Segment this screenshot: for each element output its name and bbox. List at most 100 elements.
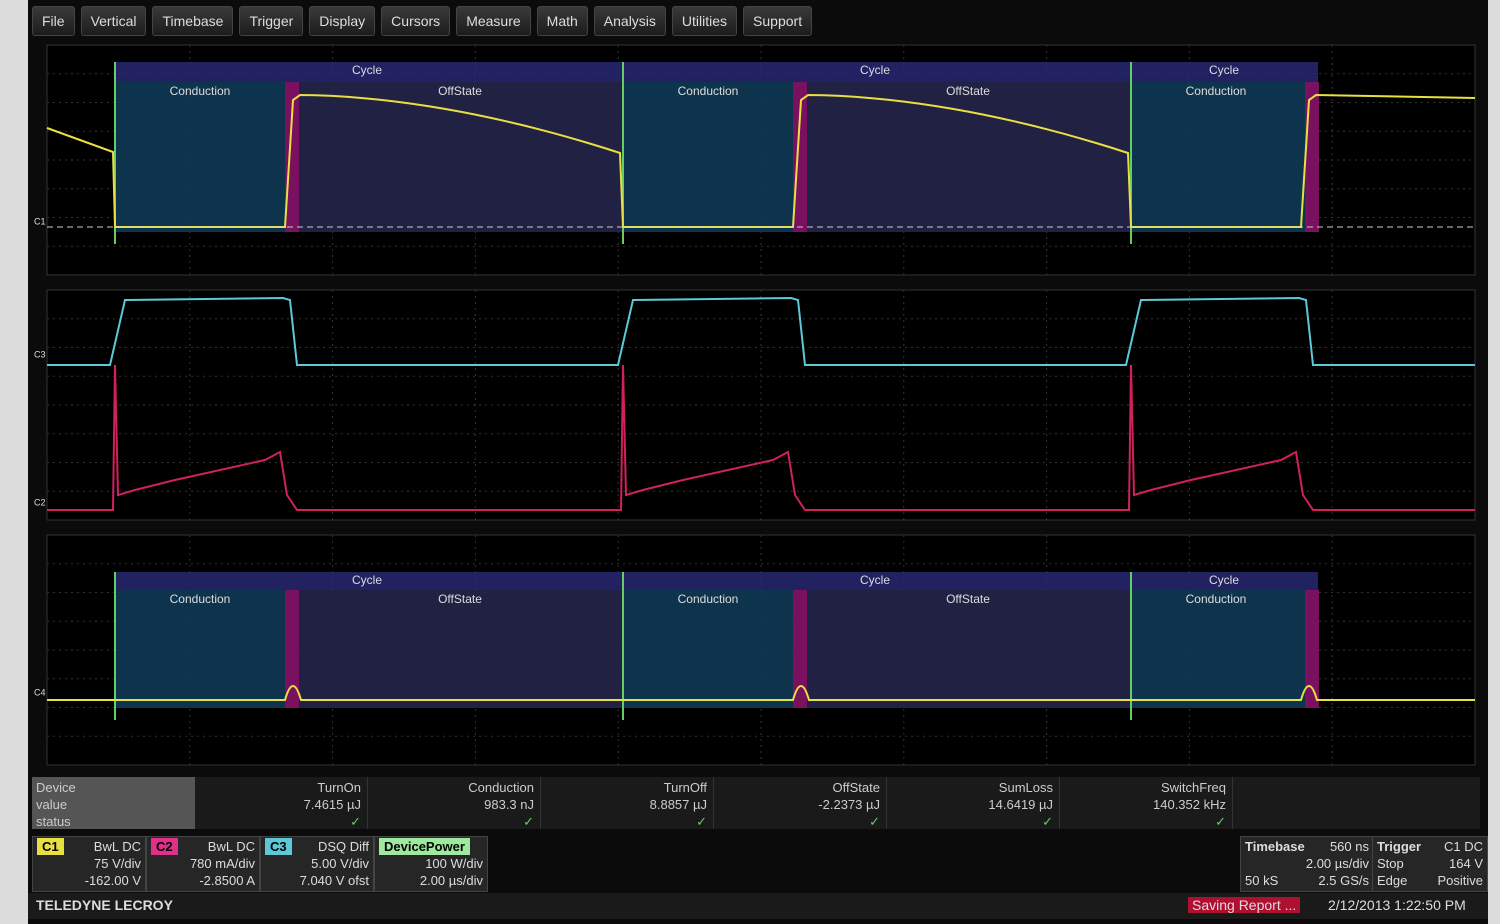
descriptor-row: C2 BwL DC (151, 838, 255, 855)
channel-marker: C2 (34, 497, 46, 507)
measurement-name: TurnOn (317, 780, 361, 795)
offset: 7.040 V ofst (299, 873, 369, 888)
zone-label: OffState (946, 592, 990, 606)
turnon-zone (285, 590, 299, 708)
zone-label: Cycle (1209, 63, 1239, 77)
offstate-zone (807, 590, 1131, 708)
cycle-band (115, 572, 623, 590)
conduction-zone (1131, 82, 1305, 232)
cycle-band (623, 572, 1131, 590)
oscilloscope: File Vertical Timebase Trigger Display Cursor… (28, 0, 1488, 924)
cycle-band (1131, 62, 1318, 82)
value: 2.00 µs/div (1305, 856, 1369, 871)
channel-tag: C2 (151, 838, 178, 855)
scale: 75 V/div (94, 856, 141, 871)
cycle-band (1131, 572, 1318, 590)
conduction-zone (623, 82, 793, 232)
measurement-column: Conduction 983.3 nJ ✓ (368, 777, 541, 829)
channel-marker: C3 (34, 349, 46, 359)
zone-label: Cycle (352, 573, 382, 587)
menu-button[interactable]: Trigger (239, 6, 304, 36)
measurement-column: OffState -2.2373 µJ ✓ (714, 777, 887, 829)
datetime: 2/12/2013 1:22:50 PM (1328, 897, 1466, 913)
offstate-zone (299, 82, 623, 232)
row-label: value (36, 797, 68, 812)
zone-label: Conduction (170, 84, 231, 98)
zone-label: Conduction (678, 592, 739, 606)
measurement-status: ✓ (523, 814, 534, 829)
measurement-value: 8.8857 µJ (649, 797, 707, 812)
value: C1 DC (1443, 839, 1483, 854)
conduction-zone (115, 590, 285, 708)
measurement-value: 983.3 nJ (484, 797, 534, 812)
brand: TELEDYNE LECROY (36, 897, 173, 913)
menu-button[interactable]: File (32, 6, 75, 36)
measurement-name: Conduction (468, 780, 534, 795)
menu-bar: File Vertical Timebase Trigger Display Cursor… (32, 6, 813, 36)
measurement-status: ✓ (350, 814, 361, 829)
turnon-zone (285, 82, 299, 232)
channel-marker: C1 (34, 216, 46, 226)
menu-button[interactable]: Display (309, 6, 376, 36)
scale: 780 mA/div (189, 856, 255, 871)
menu-button[interactable]: Analysis (593, 6, 666, 36)
channel-descriptor[interactable]: C1 BwL DC 75 V/div -162.00 V (32, 836, 146, 892)
offstate-zone (299, 590, 623, 708)
menu-button[interactable]: Timebase (152, 6, 234, 36)
scale: 5.00 V/div (311, 856, 369, 871)
channel-marker: C4 (34, 687, 46, 697)
offset: -2.8500 A (199, 873, 255, 888)
offset: -162.00 V (84, 873, 141, 888)
zone-label: Conduction (678, 84, 739, 98)
row-label: status (36, 814, 71, 829)
measurement-value: -2.2373 µJ (818, 797, 880, 812)
waveform-display: Cycle Cycle Cycle Conduction OffState Conduct… (34, 44, 1476, 766)
measurement-name: SwitchFreq (1160, 780, 1226, 795)
measurement-column: SumLoss 14.6419 µJ ✓ (887, 777, 1060, 829)
zone-label: Cycle (1209, 573, 1239, 587)
conduction-zone (623, 590, 793, 708)
menu-button[interactable]: Vertical (80, 6, 147, 36)
value: Edge (1377, 873, 1408, 888)
gate-trace (47, 296, 1475, 366)
measurement-status: ✓ (869, 814, 880, 829)
zone-label: Cycle (860, 573, 890, 587)
menu-button[interactable]: Measure (456, 6, 531, 36)
zone-label: Conduction (1186, 592, 1247, 606)
measurement-status: ✓ (696, 814, 707, 829)
value: 560 ns (1329, 839, 1369, 854)
channel-descriptor[interactable]: DevicePower 100 W/div 2.00 µs/div (374, 836, 488, 892)
zone-label: Conduction (170, 592, 231, 606)
value: 50 kS (1245, 873, 1279, 888)
measurement-value: 7.4615 µJ (303, 797, 361, 812)
value: Stop (1377, 856, 1404, 871)
descriptor-row: C1 BwL DC (37, 838, 141, 855)
menu-button[interactable]: Utilities (671, 6, 738, 36)
measurement-table: Device value status TurnOn 7.4615 µJ ✓ Cond… (32, 777, 1480, 829)
turnon-zone (793, 82, 807, 232)
channel-descriptor[interactable]: C2 BwL DC 780 mA/div -2.8500 A (146, 836, 260, 892)
channel-tag: C3 (265, 838, 292, 855)
measurement-name: TurnOff (663, 780, 707, 795)
status-bar: TELEDYNE LECROY Saving Report ... 2/12/2… (28, 893, 1488, 919)
zone-label: OffState (438, 592, 482, 606)
offset: 2.00 µs/div (419, 873, 483, 888)
measurement-column: TurnOff 8.8857 µJ ✓ (541, 777, 714, 829)
offstate-zone (807, 82, 1131, 232)
menu-button[interactable]: Support (743, 6, 813, 36)
measurement-column: TurnOn 7.4615 µJ ✓ (195, 777, 368, 829)
channel-tag: DevicePower (379, 838, 470, 855)
timebase-box[interactable]: Timebase 560 ns 2.00 µs/div 50 kS 2.5 GS/s (1240, 836, 1374, 892)
channel-descriptor[interactable]: C3 DSQ Diff 5.00 V/div 7.040 V ofst (260, 836, 374, 892)
menu-button[interactable]: Math (536, 6, 588, 36)
trigger-box[interactable]: Trigger C1 DC Stop 164 V Edge Positive (1372, 836, 1488, 892)
coupling: BwL DC (93, 839, 141, 854)
current-trace (47, 364, 1475, 511)
channel-tag: C1 (37, 838, 64, 855)
measurement-name: OffState (832, 780, 880, 795)
measurement-status: ✓ (1215, 814, 1226, 829)
value: 164 V (1449, 856, 1483, 871)
menu-button[interactable]: Cursors (381, 6, 451, 36)
zone-label: Cycle (860, 63, 890, 77)
